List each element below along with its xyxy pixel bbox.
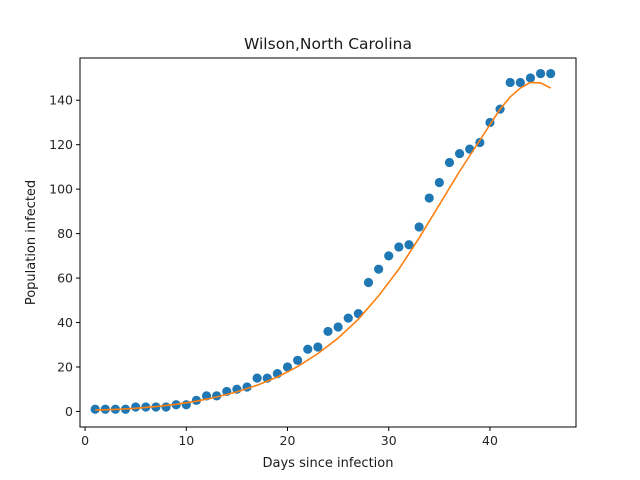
data-point — [546, 68, 556, 79]
data-point — [465, 144, 475, 154]
data-point — [313, 342, 323, 352]
chart-title: Wilson,North Carolina — [244, 35, 412, 53]
data-point — [444, 157, 455, 168]
data-point — [343, 313, 353, 323]
plot-frame — [79, 57, 577, 428]
data-point — [505, 77, 515, 88]
data-point — [333, 322, 343, 332]
x-tick-label: 10 — [178, 433, 194, 448]
data-point — [90, 404, 100, 414]
x-tick-label: 0 — [81, 433, 89, 448]
data-point — [323, 326, 333, 337]
data-point — [434, 177, 444, 188]
fit-line — [95, 81, 552, 411]
x-tick-label: 40 — [482, 433, 498, 448]
x-tick-label: 30 — [381, 433, 397, 448]
data-point — [515, 77, 525, 88]
data-point — [454, 148, 465, 159]
data-point — [404, 240, 414, 250]
data-point — [191, 395, 202, 405]
y-axis: 0 20 40 60 80 100 120 140 — [49, 93, 80, 419]
y-tick-label: 140 — [49, 93, 73, 108]
data-point — [303, 344, 313, 354]
y-tick-label: 100 — [49, 182, 73, 197]
data-point — [363, 277, 374, 288]
data-point — [374, 264, 384, 274]
y-tick-label: 120 — [49, 137, 73, 152]
y-tick-label: 40 — [57, 315, 73, 330]
y-tick-label: 20 — [57, 359, 73, 374]
data-point — [293, 355, 303, 365]
x-axis-label: Days since infection — [263, 456, 394, 471]
x-tick-label: 20 — [280, 433, 296, 448]
data-point — [424, 193, 434, 203]
data-point — [353, 309, 363, 319]
data-point — [282, 362, 293, 372]
data-point — [161, 402, 171, 412]
data-point — [131, 402, 141, 412]
data-point — [384, 251, 394, 261]
y-axis-label: Population infected — [24, 180, 39, 305]
y-tick-label: 0 — [65, 404, 73, 419]
data-point — [535, 68, 546, 79]
data-point — [525, 73, 536, 83]
x-axis: 0 10 20 30 40 — [81, 427, 498, 448]
plot-marks — [90, 68, 556, 414]
data-point — [414, 222, 424, 232]
data-point — [252, 373, 262, 383]
y-tick-label: 80 — [57, 226, 73, 241]
y-tick-label: 60 — [57, 271, 73, 286]
data-point — [394, 242, 404, 252]
